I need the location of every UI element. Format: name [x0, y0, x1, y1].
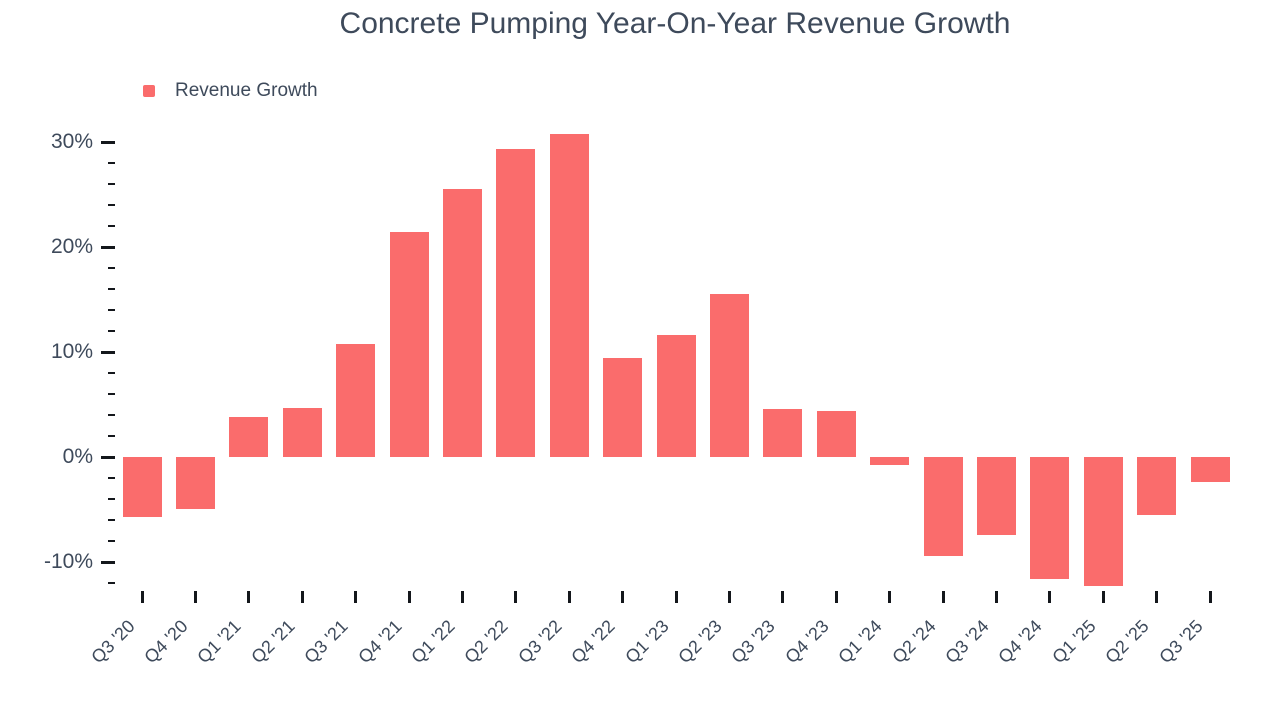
x-axis-tick-label: Q4 '23: [781, 616, 833, 668]
bar: [175, 457, 215, 509]
bar: [1190, 457, 1230, 483]
y-axis-minor-tick: [108, 267, 115, 269]
bar: [1137, 457, 1177, 515]
x-axis-tick: [1048, 591, 1052, 603]
x-axis-tick-label: Q2 '23: [674, 616, 726, 668]
y-axis-minor-tick: [108, 435, 115, 437]
x-axis-tick: [193, 591, 197, 603]
y-axis-tick-label: 0%: [62, 445, 93, 468]
bar: [1083, 457, 1123, 587]
x-axis-tick: [247, 591, 251, 603]
bar: [816, 410, 856, 457]
x-axis-tick-label: Q3 '21: [300, 616, 352, 668]
x-axis-tick-label: Q4 '20: [140, 616, 192, 668]
x-axis-tick-label: Q2 '25: [1101, 616, 1153, 668]
y-axis-minor-tick: [108, 540, 115, 542]
x-axis-tick: [621, 591, 625, 603]
x-axis-tick-label: Q1 '23: [620, 616, 673, 668]
y-axis-minor-tick: [108, 204, 115, 206]
bar: [709, 294, 749, 458]
y-axis-tick-label: 10%: [50, 340, 93, 363]
x-axis-tick: [834, 591, 838, 603]
x-axis-tick: [407, 591, 411, 603]
bar: [549, 133, 589, 457]
bar: [603, 358, 643, 457]
y-axis-minor-tick: [108, 477, 115, 479]
x-axis-tick: [1101, 591, 1105, 603]
x-axis-tick: [1208, 591, 1212, 603]
legend-label: Revenue Growth: [175, 80, 318, 101]
bar: [389, 232, 429, 457]
y-axis-minor-tick: [108, 330, 115, 332]
x-axis-tick: [888, 591, 892, 603]
x-axis-tick: [567, 591, 571, 603]
y-axis-minor-tick: [108, 414, 115, 416]
x-axis-tick-label: Q1 '24: [834, 616, 886, 668]
y-axis-minor-tick: [108, 393, 115, 395]
x-axis-tick: [354, 591, 358, 603]
y-axis-tick-label: -10%: [43, 550, 93, 573]
x-axis-tick-label: Q2 '21: [247, 616, 299, 668]
x-axis-tick: [300, 591, 304, 603]
x-axis-tick: [514, 591, 518, 603]
x-axis-tick-label: Q4 '21: [353, 616, 406, 668]
x-axis-tick-label: Q3 '22: [514, 616, 566, 668]
x-axis-tick-label: Q3 '24: [941, 616, 993, 668]
x-axis-tick-label: Q4 '22: [567, 616, 619, 668]
y-axis-major-tick: [101, 351, 115, 354]
bar: [976, 457, 1016, 535]
x-axis-tick: [781, 591, 785, 603]
x-axis-tick: [460, 591, 464, 603]
bar: [1030, 457, 1070, 579]
y-axis-minor-tick: [108, 162, 115, 164]
bar: [923, 457, 963, 556]
y-axis-minor-tick: [108, 519, 115, 521]
x-axis-tick-label: Q4 '24: [994, 616, 1046, 668]
y-axis-tick-label: 20%: [50, 235, 93, 258]
y-axis-major-tick: [101, 246, 115, 249]
y-axis-minor-tick: [108, 288, 115, 290]
y-axis-major-tick: [101, 561, 115, 564]
bar: [336, 343, 376, 457]
legend: Revenue Growth: [143, 79, 318, 103]
y-axis-minor-tick: [108, 183, 115, 185]
x-axis-tick-label: Q2 '22: [460, 616, 512, 668]
bar: [656, 335, 696, 457]
bar: [229, 417, 269, 457]
bar: [122, 457, 162, 517]
x-axis-tick-label: Q1 '21: [193, 616, 245, 668]
legend-swatch-icon: [143, 85, 155, 97]
x-axis-tick-label: Q3 '23: [727, 616, 779, 668]
bar: [870, 457, 910, 466]
x-axis-tick: [994, 591, 998, 603]
bar: [763, 408, 803, 457]
x-axis-tick-label: Q3 '25: [1154, 616, 1207, 668]
bar: [442, 189, 482, 458]
y-axis-major-tick: [101, 456, 115, 459]
x-axis-tick-label: Q1 '25: [1048, 616, 1100, 668]
x-axis-tick-label: Q2 '24: [887, 616, 940, 668]
y-axis-minor-tick: [108, 582, 115, 584]
bar: [282, 407, 322, 457]
y-axis-tick-label: 30%: [50, 130, 93, 153]
y-axis-minor-tick: [108, 372, 115, 374]
x-axis-tick: [1155, 591, 1159, 603]
x-axis-tick-label: Q3 '20: [86, 616, 139, 668]
y-axis-minor-tick: [108, 498, 115, 500]
chart-title: Concrete Pumping Year-On-Year Revenue Gr…: [339, 7, 1011, 40]
y-axis-major-tick: [101, 141, 115, 144]
x-axis-tick: [727, 591, 731, 603]
x-axis-tick: [140, 591, 144, 603]
y-axis-minor-tick: [108, 225, 115, 227]
x-axis-tick-label: Q1 '22: [407, 616, 459, 668]
x-axis-tick: [941, 591, 945, 603]
y-axis-minor-tick: [108, 309, 115, 311]
bar: [496, 149, 536, 457]
x-axis-tick: [674, 591, 678, 603]
